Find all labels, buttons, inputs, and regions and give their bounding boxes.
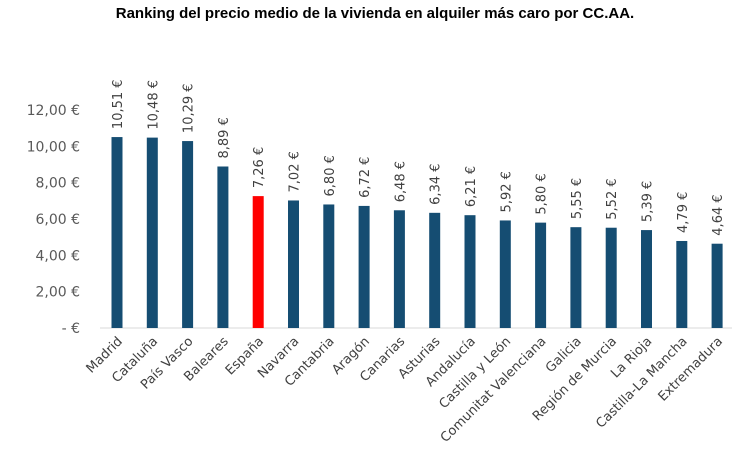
bar: [499, 220, 511, 328]
data-label: 6,34 €: [429, 163, 444, 204]
bar: [252, 196, 264, 328]
bar: [288, 200, 299, 328]
bar: [711, 243, 723, 328]
data-label: 5,39 €: [641, 181, 656, 222]
y-tick-label: 2,00 €: [35, 285, 80, 301]
bar: [641, 230, 652, 328]
data-label: 5,52 €: [605, 178, 620, 219]
data-label: 7,26 €: [252, 147, 267, 188]
bar: [605, 227, 617, 328]
bar: [146, 137, 158, 328]
y-tick-label: 12,00 €: [27, 103, 80, 119]
y-tick-label: - €: [62, 321, 80, 337]
data-label: 6,72 €: [358, 157, 373, 198]
x-tick-label: Extremadura: [656, 334, 726, 404]
data-label: 8,89 €: [217, 117, 232, 158]
bar: [393, 210, 405, 328]
bar: [111, 137, 123, 328]
chart-title: Ranking del precio medio de la vivienda …: [115, 5, 635, 22]
data-label: 6,80 €: [323, 155, 338, 196]
data-label: 7,02 €: [288, 151, 303, 192]
bar: [358, 205, 370, 328]
data-label: 5,92 €: [499, 171, 514, 212]
y-tick-label: 4,00 €: [35, 248, 80, 264]
data-label: 4,64 €: [711, 194, 726, 235]
data-label: 10,29 €: [182, 83, 197, 133]
data-label: 10,48 €: [146, 80, 161, 130]
bar: [464, 215, 476, 328]
y-tick-label: 10,00 €: [27, 139, 80, 155]
bar: [676, 240, 688, 328]
bar: [535, 222, 547, 328]
data-label: 5,80 €: [535, 173, 550, 214]
y-tick-label: 8,00 €: [35, 176, 80, 192]
bar: [182, 141, 194, 328]
bar: [217, 166, 229, 328]
data-label: 6,21 €: [464, 166, 479, 207]
data-label: 4,79 €: [676, 192, 691, 233]
data-label: 5,55 €: [570, 178, 585, 219]
data-label: 10,51 €: [111, 79, 126, 129]
data-label: 6,48 €: [393, 161, 408, 202]
bar: [570, 227, 582, 328]
y-tick-label: 6,00 €: [35, 212, 80, 228]
bar: [323, 204, 335, 328]
bar: [429, 212, 441, 328]
